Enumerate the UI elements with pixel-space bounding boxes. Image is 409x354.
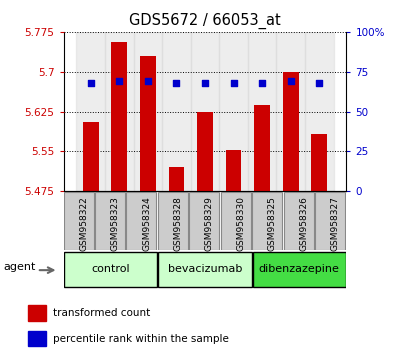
Bar (283, 192, 313, 250)
Bar (105, 32, 133, 191)
Text: GSM958324: GSM958324 (142, 196, 151, 251)
Bar (158, 252, 251, 287)
Bar (247, 32, 276, 191)
Bar (95, 192, 125, 250)
Text: dibenzazepine: dibenzazepine (258, 264, 339, 274)
Text: GSM958325: GSM958325 (267, 196, 276, 251)
Point (87, 80, 94, 86)
Text: bevacizumab: bevacizumab (167, 264, 242, 274)
Bar (190, 32, 219, 191)
Point (201, 80, 208, 86)
Bar (157, 192, 187, 250)
Text: transformed count: transformed count (53, 308, 151, 318)
Point (144, 79, 151, 84)
Bar (252, 192, 281, 250)
Point (230, 80, 236, 86)
Bar (189, 192, 219, 250)
Text: GSM958326: GSM958326 (299, 196, 308, 251)
Text: GSM958330: GSM958330 (236, 196, 245, 251)
Text: GSM958328: GSM958328 (173, 196, 182, 251)
Bar (282, 72, 298, 191)
Bar (252, 252, 345, 287)
Bar (311, 134, 326, 191)
Bar (162, 32, 190, 191)
Text: agent: agent (3, 262, 36, 273)
Bar (254, 104, 270, 191)
Text: GSM958327: GSM958327 (330, 196, 339, 251)
Bar (76, 32, 105, 191)
Text: GSM958322: GSM958322 (79, 196, 88, 251)
Point (116, 79, 122, 84)
Bar (220, 192, 250, 250)
Bar (64, 252, 157, 287)
Text: percentile rank within the sample: percentile rank within the sample (53, 333, 229, 344)
Point (173, 80, 179, 86)
Bar (126, 192, 156, 250)
Bar (304, 32, 333, 191)
Text: control: control (91, 264, 130, 274)
Bar (314, 192, 344, 250)
Bar (83, 122, 98, 191)
Text: GDS5672 / 66053_at: GDS5672 / 66053_at (129, 12, 280, 29)
Bar (197, 112, 212, 191)
Bar (63, 192, 93, 250)
Bar (276, 32, 304, 191)
Bar (139, 56, 155, 191)
Bar (168, 167, 184, 191)
Text: GSM958329: GSM958329 (204, 196, 213, 251)
Bar (28, 305, 45, 321)
Bar (28, 331, 45, 347)
Point (315, 80, 322, 86)
Bar (111, 42, 127, 191)
Bar (225, 150, 241, 191)
Bar (219, 32, 247, 191)
Point (258, 80, 265, 86)
Bar (133, 32, 162, 191)
Text: GSM958323: GSM958323 (110, 196, 119, 251)
Point (287, 79, 293, 84)
